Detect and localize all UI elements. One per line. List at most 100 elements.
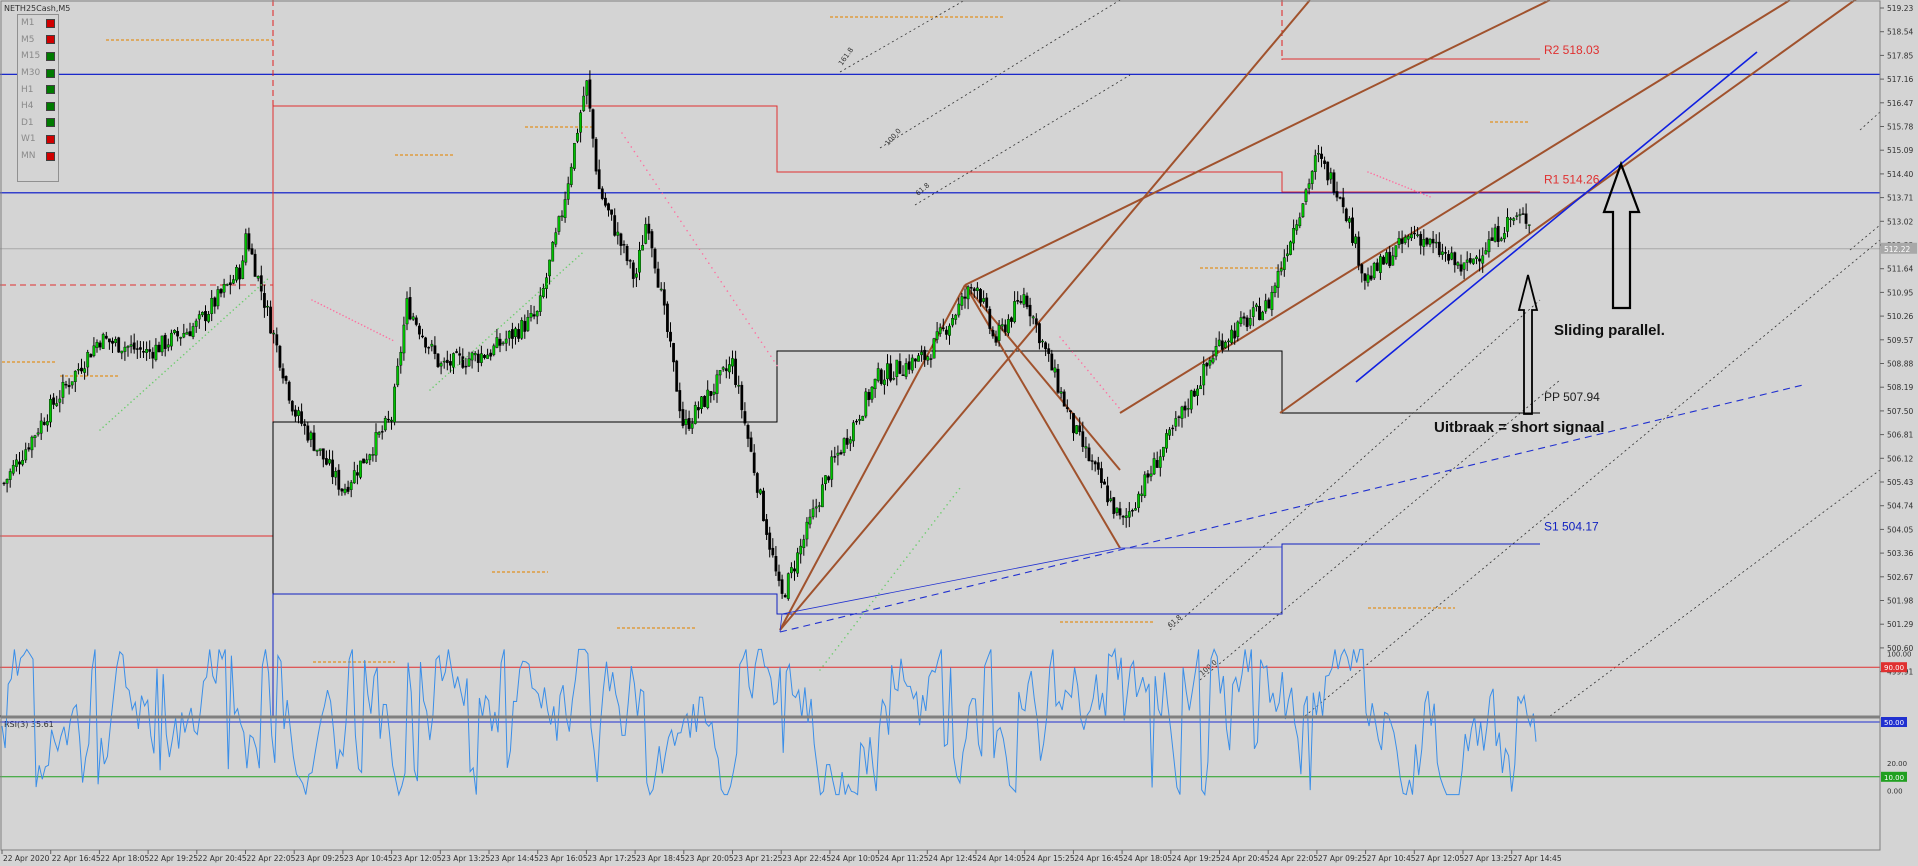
candle-body	[817, 505, 821, 507]
price-panel-border	[0, 0, 1881, 717]
candle	[46, 414, 49, 432]
timeframe-row-mn[interactable]: MN	[18, 148, 58, 165]
candle-body	[1220, 340, 1224, 350]
candle-body	[1065, 407, 1069, 409]
candle	[495, 328, 499, 349]
candle-body	[294, 409, 297, 417]
candle	[67, 378, 71, 395]
candle-body	[1192, 390, 1196, 397]
candle-body	[879, 369, 883, 384]
candle-body	[1028, 304, 1032, 317]
candle-body	[1524, 213, 1528, 224]
pivot-r1-label: R1 514.26	[1544, 173, 1600, 187]
dashed-trend-line	[779, 384, 1804, 633]
candle-body	[411, 316, 415, 320]
candle-body	[1208, 360, 1212, 366]
candle-body	[759, 489, 762, 494]
candle	[179, 336, 183, 346]
candle-body	[216, 289, 220, 307]
candle	[346, 480, 350, 495]
candle-body	[560, 215, 564, 218]
candle-body	[718, 370, 722, 376]
candle-body	[312, 432, 316, 451]
stop-dot	[133, 398, 135, 401]
candle-body	[1406, 236, 1410, 240]
price-tick-label: 500.60	[1887, 644, 1913, 653]
candle	[659, 282, 663, 292]
price-tick-label: 508.19	[1887, 383, 1913, 392]
stop-dot	[220, 320, 222, 322]
candle	[253, 249, 257, 277]
stop-dot	[550, 280, 552, 282]
candle	[873, 378, 877, 398]
candle-body	[662, 289, 666, 306]
candle	[1211, 350, 1215, 365]
candle-body	[219, 289, 223, 294]
candle	[36, 427, 40, 437]
candle	[910, 354, 914, 374]
candle-body	[607, 203, 610, 211]
stop-dot	[329, 308, 332, 311]
candle	[883, 370, 886, 395]
candle-body	[169, 332, 173, 347]
candle-body	[1378, 256, 1382, 273]
candle	[1087, 443, 1091, 462]
candle-body	[1031, 316, 1035, 319]
timeframe-row-h4[interactable]: H4	[18, 98, 58, 115]
candle	[1292, 219, 1296, 251]
stop-dot	[553, 277, 555, 280]
candle	[498, 333, 502, 353]
stop-dot	[151, 381, 154, 384]
timeframe-row-m1[interactable]: M1	[18, 15, 58, 32]
stop-dot	[111, 418, 114, 420]
candle	[923, 346, 927, 367]
candle-body	[1440, 251, 1444, 255]
candle-body	[898, 361, 902, 374]
timeframe-panel: M1 M5 M15 M30 H1 H4 D1 W1 MN	[17, 14, 59, 182]
candle	[142, 341, 145, 359]
candle-body	[439, 363, 443, 367]
candle	[1220, 333, 1224, 354]
stop-dot	[915, 544, 917, 546]
stop-dot	[1071, 351, 1074, 353]
stop-dot	[556, 274, 558, 277]
pivot-s1-label: S1 504.17	[1544, 519, 1599, 533]
timeframe-row-h1[interactable]: H1	[18, 81, 58, 98]
candle	[101, 332, 105, 349]
candle	[945, 326, 948, 340]
candle-body	[762, 490, 765, 522]
candle-body	[1168, 429, 1172, 436]
stop-dot	[574, 258, 577, 260]
candle-body	[207, 314, 210, 322]
candle-body	[1351, 217, 1354, 244]
candle-body	[960, 296, 964, 306]
candle	[200, 311, 204, 318]
timeframe-row-d1[interactable]: D1	[18, 115, 58, 132]
candle-body	[275, 334, 279, 346]
candle	[1165, 429, 1168, 453]
candle	[1115, 507, 1119, 516]
timeframe-row-m5[interactable]: M5	[18, 32, 58, 49]
stop-dot	[933, 520, 936, 522]
candle	[287, 380, 291, 404]
candle	[173, 329, 176, 335]
candle-body	[1521, 213, 1525, 215]
candle-body	[728, 364, 731, 373]
candle-body	[1292, 228, 1296, 244]
stop-dot	[918, 540, 920, 542]
stop-dot	[170, 365, 173, 367]
stop-dot	[751, 327, 753, 330]
candle-body	[263, 293, 266, 308]
candle-body	[1106, 485, 1110, 503]
candle-body	[46, 421, 49, 426]
candle-body	[1382, 256, 1385, 265]
stop-dot	[332, 310, 335, 312]
candle	[1013, 291, 1017, 324]
candle-body	[991, 329, 995, 337]
timeframe-row-m15[interactable]: M15	[18, 48, 58, 65]
stop-dot	[485, 338, 487, 341]
stop-dot	[488, 336, 490, 338]
timeframe-row-w1[interactable]: W1	[18, 131, 58, 148]
candle	[892, 371, 896, 381]
timeframe-row-m30[interactable]: M30	[18, 65, 58, 82]
